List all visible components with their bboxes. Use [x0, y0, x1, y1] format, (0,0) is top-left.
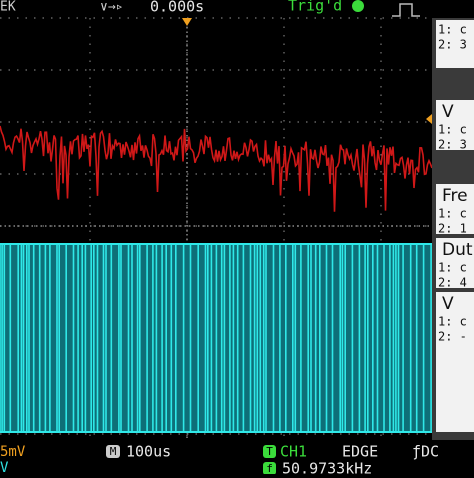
trigger-icon: T	[266, 445, 273, 458]
trigger-indicator	[352, 0, 364, 12]
measure-label: Dut	[442, 240, 473, 260]
freq-icon: f	[266, 462, 273, 474]
coupling: ƒDC	[412, 443, 439, 461]
measure-row: 2: 3	[438, 38, 467, 52]
ch1-trace	[0, 125, 433, 212]
measure-box	[436, 292, 474, 432]
ch2-edges	[0, 244, 432, 432]
frequency: 50.9733kHz	[282, 460, 372, 475]
measure-row: 1: c	[438, 207, 467, 221]
level-marker	[426, 114, 432, 124]
ch2-scale: V	[0, 460, 9, 474]
measure-row: 1: c	[438, 123, 467, 137]
time-icon: M	[110, 445, 117, 458]
measure-box	[436, 100, 474, 150]
measure-row: 2: -	[438, 330, 467, 344]
measure-row: 2: 1	[438, 222, 467, 236]
trigger-marker	[182, 18, 192, 26]
top-left-label: EK	[0, 0, 16, 15]
traces	[0, 125, 433, 433]
trigger-source: CH1	[280, 443, 307, 461]
trigger-status: Trig'd	[288, 0, 342, 15]
freq-icon-box	[263, 462, 276, 475]
measure-row: 1: c	[438, 261, 467, 275]
time-icon-box	[106, 445, 120, 458]
measure-box	[436, 20, 474, 68]
ch1-scale: 5mV	[0, 444, 26, 460]
measure-label: Fre	[442, 186, 468, 206]
measure-row: 1: c	[438, 315, 467, 329]
measure-row: 1: c	[438, 23, 467, 37]
trigger-icon-box	[263, 445, 276, 458]
time-scale: 100us	[126, 443, 171, 461]
measure-label: V	[442, 102, 454, 122]
edge-icon	[392, 3, 420, 17]
time-arrows: ∨→▹	[100, 0, 123, 15]
trigger-type: EDGE	[342, 443, 378, 461]
measure-label: V	[442, 294, 454, 314]
measure-box	[436, 238, 474, 288]
measure-row: 2: 4	[438, 276, 467, 290]
measure-box	[436, 184, 474, 234]
measure-row: 2: 3	[438, 138, 467, 152]
time-offset: 0.000s	[150, 0, 204, 16]
